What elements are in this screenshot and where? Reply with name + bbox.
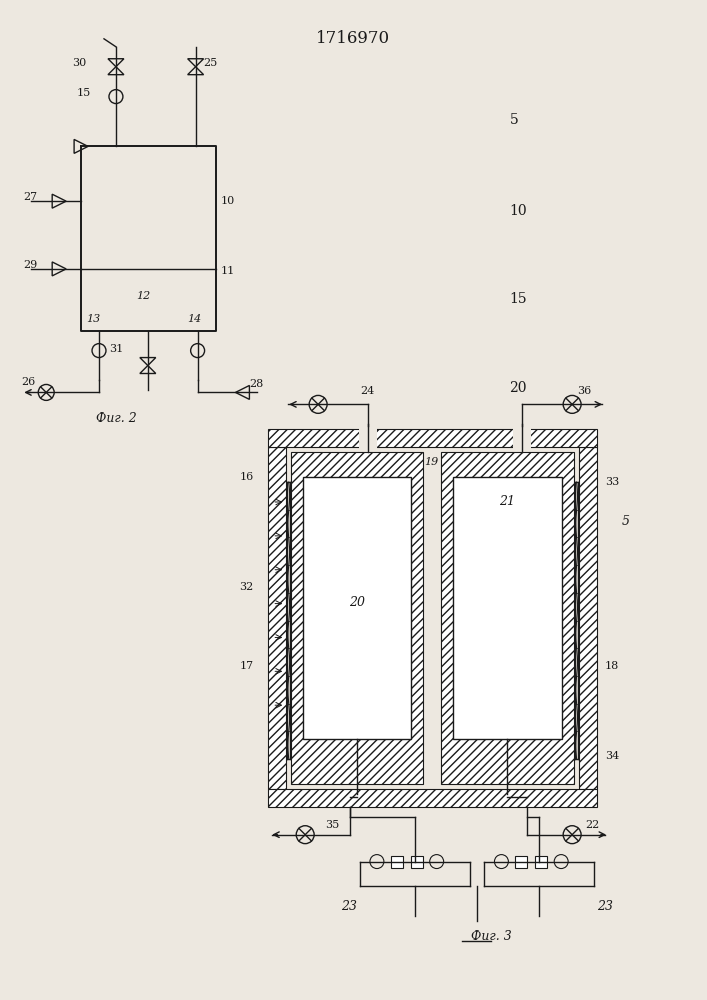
Text: 28: 28 [250, 379, 264, 389]
Text: 33: 33 [605, 477, 619, 487]
Bar [535, 856, 547, 868]
Text: 34: 34 [605, 751, 619, 761]
Bar [452, 477, 562, 739]
Text: Фиг. 2: Фиг. 2 [96, 412, 136, 425]
Text: 15: 15 [509, 292, 527, 306]
Bar [291, 452, 423, 784]
Bar [579, 447, 597, 789]
Text: 10: 10 [221, 196, 235, 206]
Text: 1716970: 1716970 [316, 30, 390, 47]
Text: Фиг. 3: Фиг. 3 [471, 930, 512, 943]
Text: 36: 36 [577, 386, 591, 396]
Text: 25: 25 [204, 58, 218, 68]
Bar [391, 856, 403, 868]
Text: 17: 17 [239, 661, 253, 671]
Text: 29: 29 [23, 260, 37, 270]
Text: 20: 20 [349, 596, 365, 609]
Text: 20: 20 [509, 381, 527, 395]
Text: 19: 19 [425, 457, 439, 467]
Text: 14: 14 [187, 314, 202, 324]
Bar [359, 427, 377, 449]
Bar [269, 429, 597, 447]
Bar [513, 427, 531, 449]
Text: 18: 18 [605, 661, 619, 671]
Text: 27: 27 [23, 192, 37, 202]
Text: 5: 5 [622, 515, 630, 528]
Text: 26: 26 [21, 377, 35, 387]
Text: 23: 23 [597, 900, 613, 913]
Text: 13: 13 [86, 314, 100, 324]
Text: 30: 30 [72, 58, 86, 68]
Text: 35: 35 [325, 820, 339, 830]
Text: 16: 16 [239, 472, 253, 482]
Bar [411, 856, 423, 868]
Text: 12: 12 [136, 291, 151, 301]
Text: 22: 22 [585, 820, 600, 830]
Bar [269, 447, 286, 789]
Bar [269, 789, 597, 807]
Text: 32: 32 [239, 582, 253, 592]
Text: 23: 23 [341, 900, 357, 913]
Bar [515, 856, 527, 868]
Bar [440, 452, 574, 784]
Text: 5: 5 [509, 113, 518, 127]
Text: 21: 21 [499, 495, 515, 508]
Text: 11: 11 [221, 266, 235, 276]
Text: 15: 15 [77, 88, 91, 98]
Text: 31: 31 [109, 344, 123, 354]
Text: 24: 24 [360, 386, 374, 396]
Text: 10: 10 [509, 204, 527, 218]
Bar [303, 477, 411, 739]
